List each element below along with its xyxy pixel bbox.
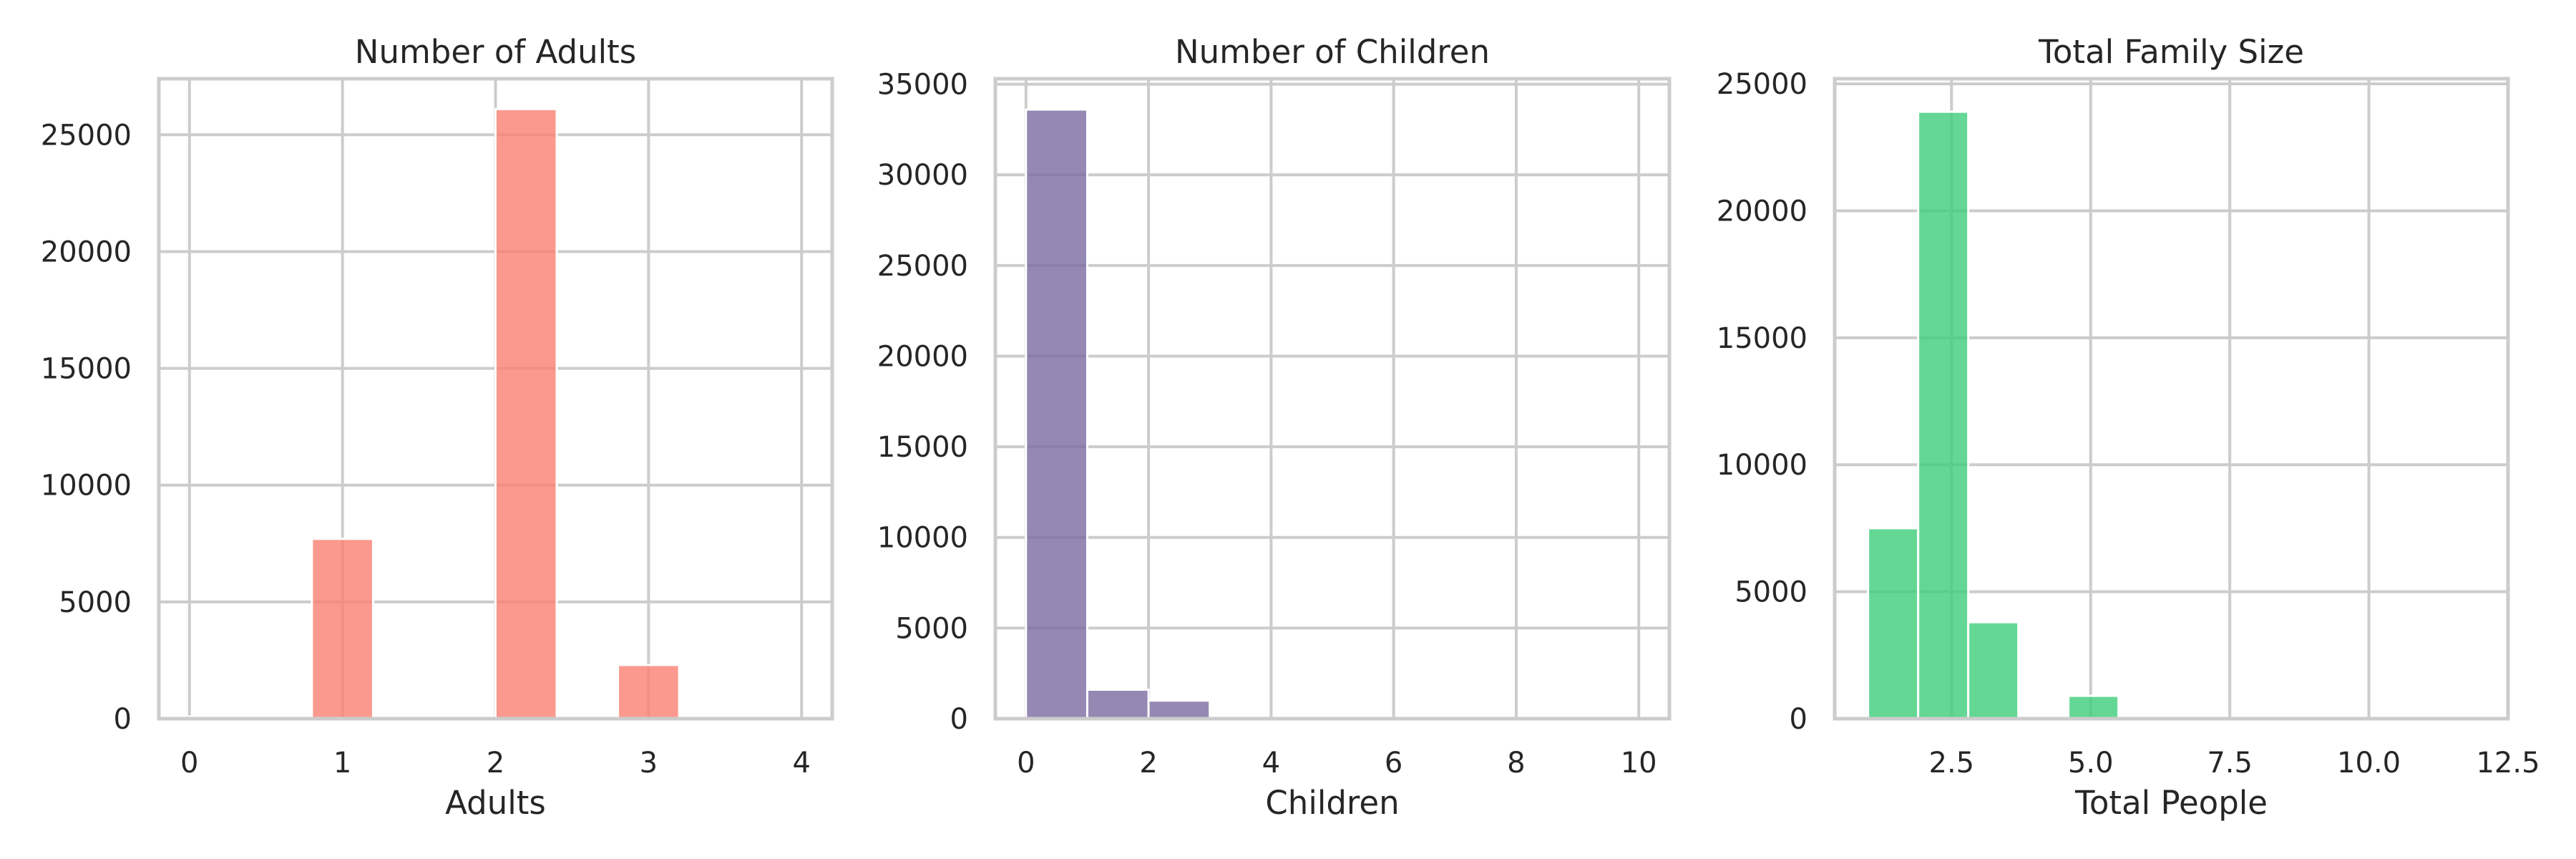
chart-panel-1: 0 5000 10000 15000 20000 25000 0 1 2 3 4 Number of … [41,33,834,822]
plot-frame [157,77,834,721]
plot-frame [993,77,1672,721]
histogram-bar [1147,699,1211,720]
y-tick-label: 5000 [1735,576,1807,609]
histogram-bar [1967,621,2020,720]
histogram-bar [1867,527,1920,720]
x-tick-label: 2 [487,747,504,780]
y-tick-label: 15000 [41,353,132,386]
x-tick-label: 7.5 [2207,747,2253,780]
y-tick-label: 25000 [41,119,132,152]
y-tick-label: 10000 [1717,449,1807,482]
x-tick-label: 2.5 [1929,747,1975,780]
x-tick-label: 5.0 [2068,747,2114,780]
y-tick-label: 0 [1790,703,1807,736]
y-tick-label: 0 [950,703,968,736]
chart-panel-2: 0 5000 10000 15000 20000 25000 30000 35000 0 2 4 6 8… [877,33,1672,822]
y-tick-label: 20000 [41,236,132,268]
y-tick-label: 10000 [41,470,132,503]
y-tick-label: 0 [114,703,132,736]
histogram-bar [494,107,558,720]
chart-title: Number of Children [1175,33,1490,71]
chart-title: Number of Adults [355,33,636,71]
histogram-bar [1085,688,1150,720]
y-tick-label: 20000 [1717,195,1807,228]
y-tick-label: 10000 [877,522,968,555]
chart-title: Total Family Size [2038,33,2304,71]
histogram-bar [1917,110,1970,720]
x-tick-label: 4 [793,747,811,780]
x-axis-label: Children [1265,784,1399,822]
y-tick-label: 30000 [877,159,968,192]
plot-frame [1833,77,2510,721]
y-tick-label: 15000 [1717,322,1807,355]
x-tick-label: 10.0 [2337,747,2401,780]
y-tick-label: 25000 [1717,68,1807,101]
x-tick-label: 12.5 [2476,747,2540,780]
x-tick-label: 0 [180,747,198,780]
x-tick-label: 1 [333,747,351,780]
chart-panel-3: 0 5000 10000 15000 20000 25000 2.5 5.0 7.5 10.0 12… [1717,33,2540,822]
x-tick-label: 8 [1507,747,1525,780]
x-tick-label: 10 [1621,747,1657,780]
histogram-bar [2067,694,2120,720]
y-tick-label: 20000 [877,340,968,373]
histogram-bar [617,664,680,720]
x-tick-label: 2 [1139,747,1157,780]
x-tick-label: 6 [1385,747,1402,780]
histogram-bar [311,538,374,720]
x-axis-label: Total People [2074,784,2268,822]
x-tick-label: 3 [640,747,658,780]
histogram-bar [1025,108,1088,720]
x-tick-label: 4 [1262,747,1280,780]
y-tick-label: 15000 [877,431,968,464]
y-tick-label: 5000 [895,612,968,645]
y-tick-label: 25000 [877,250,968,283]
y-tick-label: 35000 [877,69,968,102]
y-tick-label: 5000 [59,586,132,619]
x-tick-label: 0 [1017,747,1035,780]
x-axis-label: Adults [445,784,546,822]
